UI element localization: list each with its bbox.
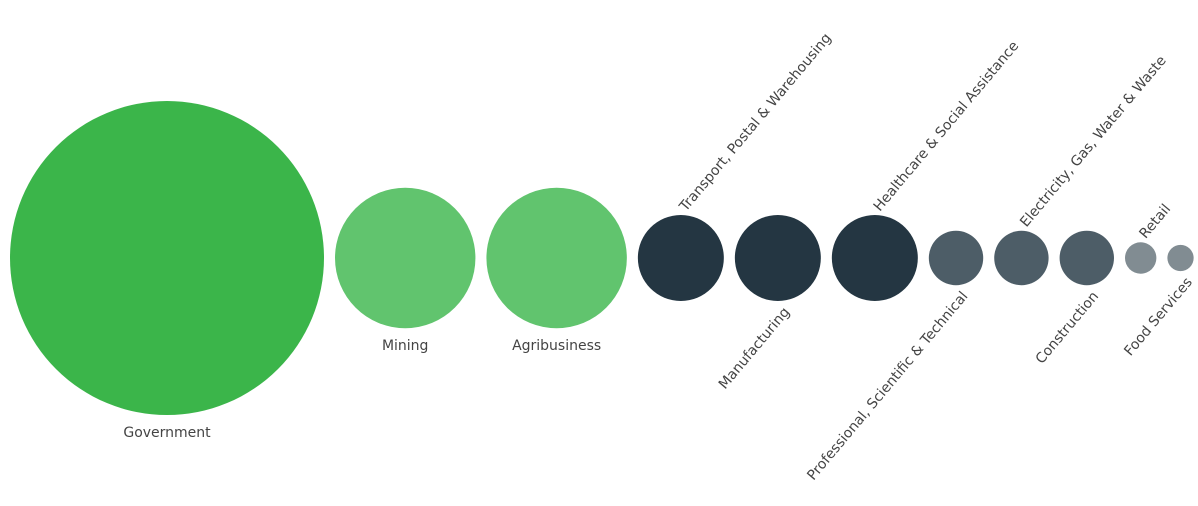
label-construction: Construction xyxy=(1033,289,1103,368)
label-food-services: Food Services xyxy=(1121,275,1196,360)
label-mining: Mining xyxy=(382,338,429,354)
bubble-food-services xyxy=(1167,244,1194,272)
bubble-transport-postal-warehousing xyxy=(637,215,724,301)
bubble-mining xyxy=(335,187,476,329)
label-transport-postal-warehousing: Transport, Postal & Warehousing xyxy=(676,30,835,215)
bubble-retail xyxy=(1124,242,1157,274)
label-retail: Retail xyxy=(1136,201,1174,242)
bubbles-layer xyxy=(10,101,1194,415)
bubble-healthcare-social-assistance xyxy=(831,215,918,301)
label-government: Government xyxy=(123,425,211,441)
bubble-electricity-gas-water-waste xyxy=(994,230,1049,286)
label-electricity-gas-water-waste: Electricity, Gas, Water & Waste xyxy=(1017,53,1170,230)
label-manufacturing: Manufacturing xyxy=(716,304,793,392)
label-healthcare-social-assistance: Healthcare & Social Assistance xyxy=(871,38,1023,214)
label-professional-scientific-technical: Professional, Scientific & Technical xyxy=(804,289,971,484)
bubble-manufacturing xyxy=(734,215,821,301)
bubble-professional-scientific-technical xyxy=(928,230,984,286)
bubble-government xyxy=(10,101,324,415)
label-agribusiness: Agribusiness xyxy=(512,338,601,354)
bubble-agribusiness xyxy=(486,187,627,329)
bubble-construction xyxy=(1059,230,1114,286)
